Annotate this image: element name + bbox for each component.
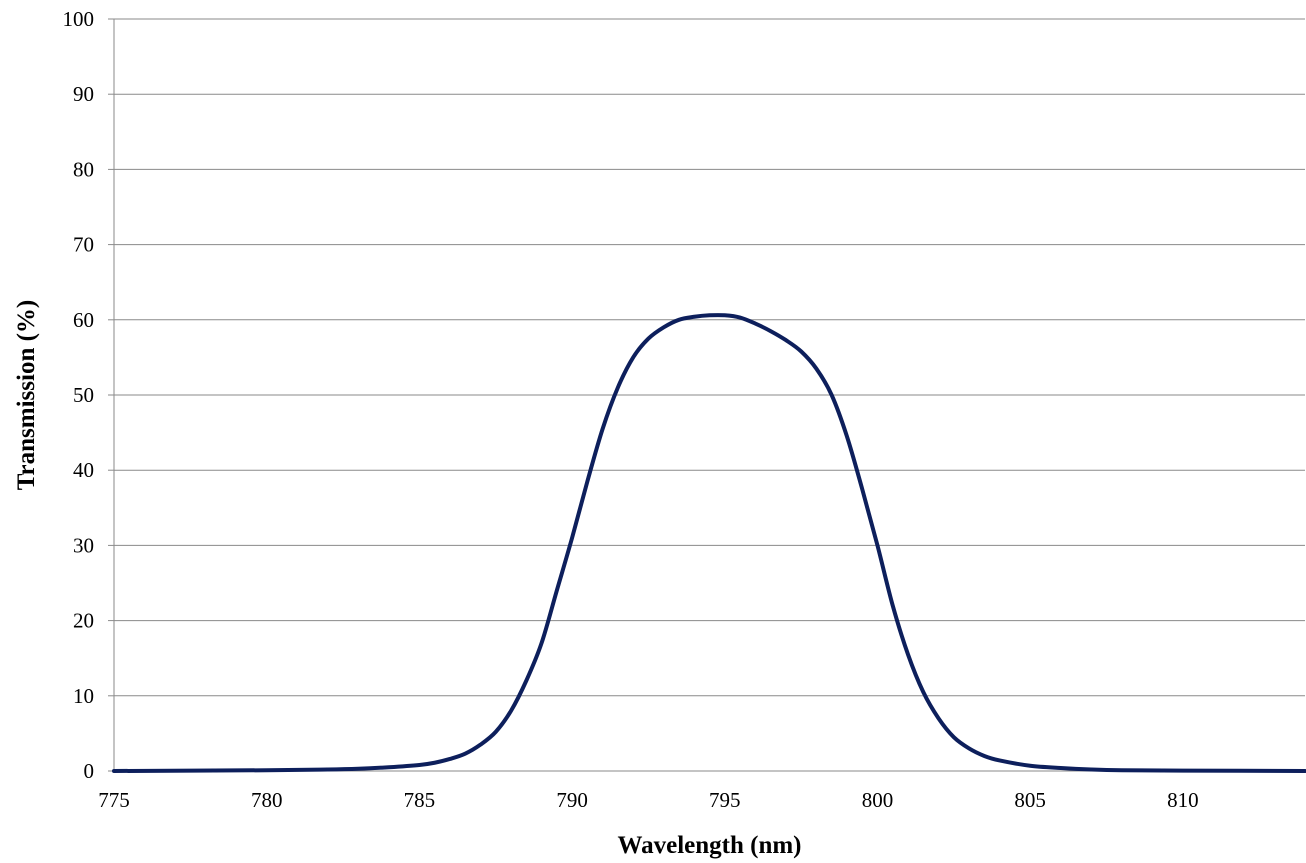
- y-tick-label: 60: [73, 308, 94, 332]
- series-group: [112, 313, 1306, 773]
- y-tick-label: 70: [73, 233, 94, 257]
- y-tick-label: 50: [73, 383, 94, 407]
- y-tick-label: 10: [73, 684, 94, 708]
- y-tick-labels: 0 10 20 30 40 50 60 70 80 90 100: [63, 7, 95, 783]
- y-tick-label: 90: [73, 82, 94, 106]
- x-tick-label: 805: [1014, 788, 1046, 812]
- x-tick-label: 775: [98, 788, 130, 812]
- x-tick-labels: 775 780 785 790 795 800 805 810: [98, 788, 1198, 812]
- y-tick-label: 20: [73, 609, 94, 633]
- x-axis-title: Wavelength (nm): [617, 832, 801, 859]
- y-tick-label: 40: [73, 458, 94, 482]
- gridlines: [114, 18, 1305, 772]
- x-tick-label: 810: [1167, 788, 1199, 812]
- y-tick-label: 100: [63, 7, 95, 31]
- x-tick-label: 780: [251, 788, 283, 812]
- series-line-0: [112, 313, 1306, 773]
- y-tick-label: 80: [73, 157, 94, 181]
- y-axis-title: Transmission (%): [13, 300, 40, 491]
- y-tick-label: 0: [84, 759, 95, 783]
- x-tick-label: 795: [709, 788, 741, 812]
- x-tick-label: 800: [862, 788, 894, 812]
- y-tick-label: 30: [73, 533, 94, 557]
- x-tick-label: 790: [556, 788, 588, 812]
- x-tick-label: 785: [404, 788, 436, 812]
